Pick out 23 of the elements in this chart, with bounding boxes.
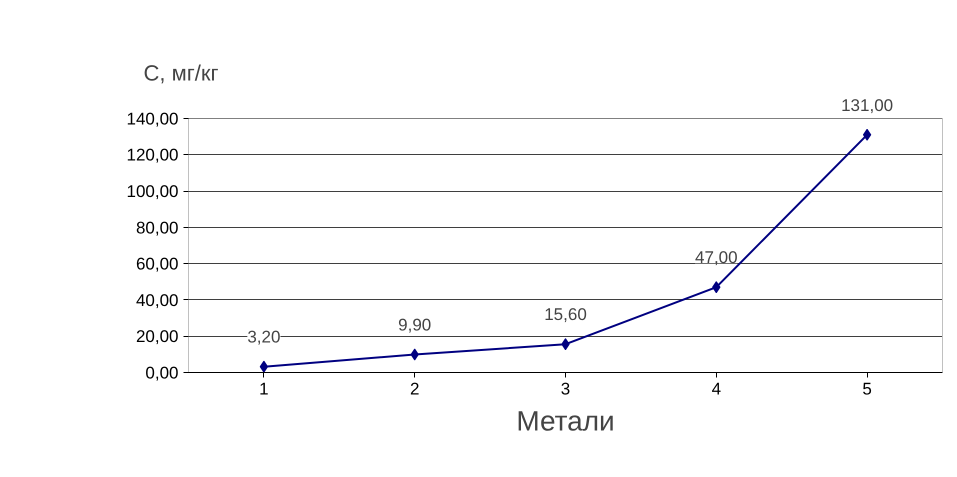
y-tick-label: 20,00: [136, 327, 179, 346]
x-tick-label: 5: [862, 380, 872, 398]
y-tick-label: 100,00: [126, 182, 179, 202]
data-label: 3,20: [247, 328, 280, 347]
y-tick-label: 80,00: [136, 218, 179, 238]
y-tick-label: 40,00: [136, 290, 179, 310]
y-tick-label: 120,00: [126, 146, 179, 165]
point: [561, 338, 570, 350]
data-label: 15,60: [544, 305, 587, 324]
data-label: 47,00: [695, 248, 738, 268]
x-tick-label: 4: [712, 380, 722, 398]
y-tick-label: 140,00: [126, 109, 179, 128]
x-axis-title: Метали: [516, 406, 615, 436]
data-label: 9,90: [398, 316, 432, 335]
y-axis-title: C, мг/кг: [144, 60, 219, 86]
data-label: 131,00: [841, 96, 894, 115]
x-tick-label: 3: [560, 380, 570, 398]
y-tick-label: 60,00: [136, 254, 179, 274]
point: [260, 360, 268, 372]
y-tick-label: 0,00: [145, 364, 179, 382]
x-tick-label: 2: [410, 380, 420, 398]
x-tick-label: 1: [259, 380, 269, 398]
point: [862, 128, 872, 141]
